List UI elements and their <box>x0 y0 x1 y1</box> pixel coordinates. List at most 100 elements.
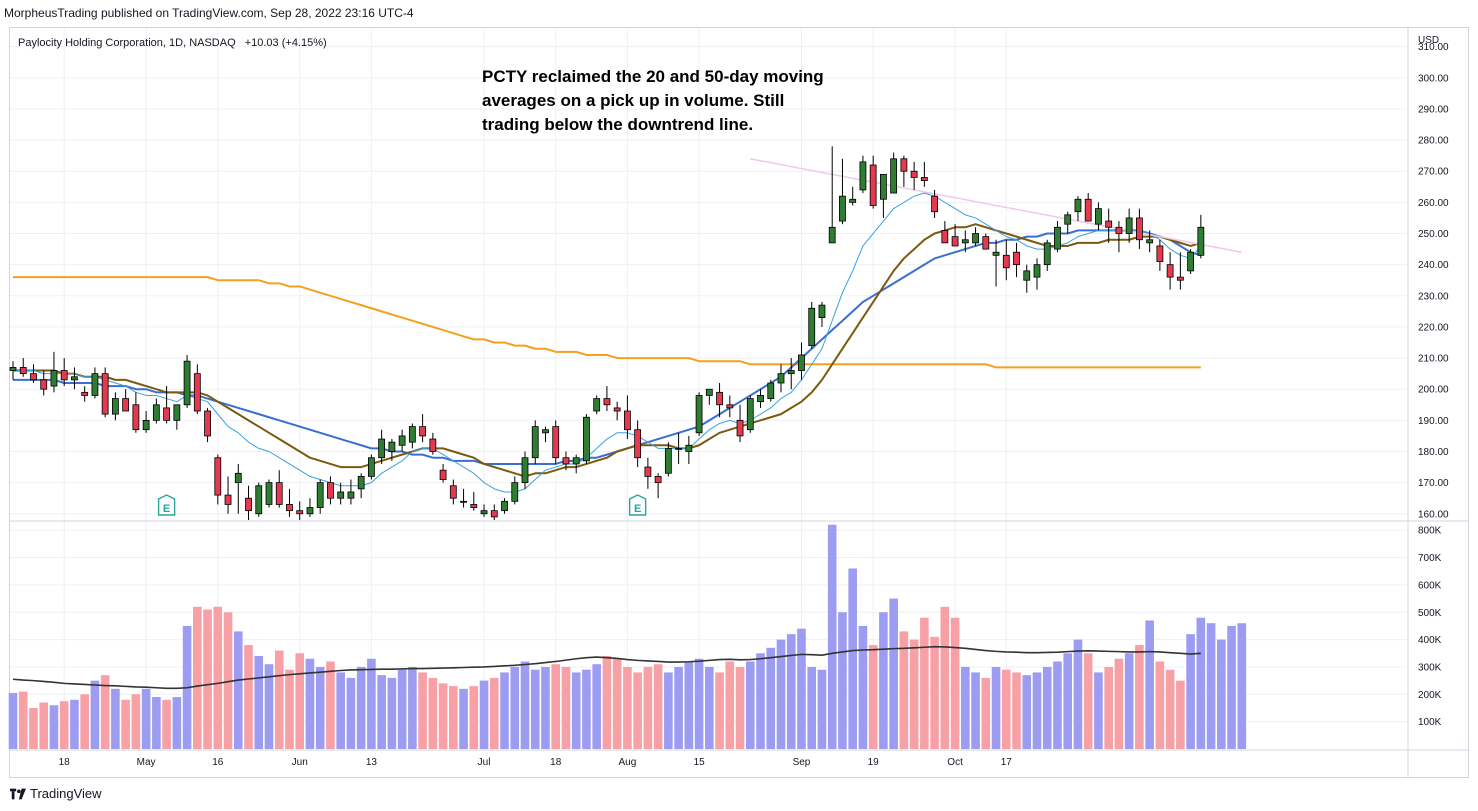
candle-body <box>1197 226 1205 256</box>
price-tick-label: 190.00 <box>1418 416 1449 427</box>
annotation-line-2: averages on a pick up in volume. Still <box>482 91 784 110</box>
volume-bar <box>305 658 315 749</box>
volume-bar <box>213 606 223 749</box>
candle-body <box>920 177 928 181</box>
candle-body <box>1074 198 1082 213</box>
volume-bar <box>520 661 530 749</box>
candle-body <box>757 395 764 403</box>
candle-body <box>716 391 723 406</box>
time-tick-label: 18 <box>550 757 562 768</box>
volume-tick-label: 600K <box>1418 580 1442 591</box>
time-tick-label: 17 <box>1001 757 1013 768</box>
earnings-badge-icon <box>157 494 176 516</box>
volume-bar <box>725 661 735 749</box>
volume-bar <box>346 677 356 749</box>
volume-bar <box>336 672 345 749</box>
volume-bar <box>930 636 939 749</box>
price-tick-label: 260.00 <box>1418 198 1449 209</box>
volume-bar <box>879 612 888 749</box>
candle-body <box>357 476 365 490</box>
price-tick-label: 230.00 <box>1418 291 1449 302</box>
volume-bar <box>500 672 509 749</box>
volume-bar <box>715 672 724 749</box>
volume-bar <box>1114 658 1124 749</box>
candle-body <box>664 447 672 474</box>
candle-body <box>1023 270 1031 281</box>
chart-frame[interactable] <box>9 27 1469 778</box>
volume-bar <box>510 666 520 749</box>
candle-body <box>378 438 386 459</box>
volume-bar <box>602 656 612 749</box>
volume-bar <box>315 666 325 749</box>
volume-bar <box>356 666 366 749</box>
volume-bar <box>162 699 171 749</box>
volume-bar <box>70 699 79 749</box>
volume-bar <box>1155 661 1165 749</box>
volume-bar <box>59 701 69 749</box>
time-tick-label: 19 <box>868 757 880 768</box>
earnings-marker: E <box>157 494 176 516</box>
volume-bar <box>1217 639 1226 749</box>
volume-bar <box>971 672 980 749</box>
candle-body <box>81 391 89 396</box>
candle-body <box>347 491 355 499</box>
price-tick-label: 280.00 <box>1418 136 1449 147</box>
volume-bar <box>889 598 898 749</box>
volume-bar <box>582 669 591 749</box>
price-tick-label: 310.00 <box>1418 42 1449 53</box>
candle-body <box>1043 242 1051 266</box>
volume-bar <box>29 707 38 749</box>
volume-bar <box>991 666 1001 749</box>
candle-body <box>787 370 795 375</box>
volume-bar <box>1012 672 1021 749</box>
ema10-line <box>13 192 1202 493</box>
candle-body <box>900 158 908 172</box>
candle-body <box>71 376 78 381</box>
volume-bar <box>530 669 540 749</box>
time-tick-label: Aug <box>619 757 637 768</box>
candle-body <box>1064 214 1072 225</box>
volume-bar <box>1053 661 1062 749</box>
volume-bar <box>827 524 837 749</box>
candle-body <box>798 354 805 371</box>
volume-bar <box>244 645 253 749</box>
volume-bar <box>274 650 284 749</box>
candle-body <box>193 373 201 412</box>
candle-body <box>132 404 140 431</box>
candle-body <box>982 236 990 250</box>
candle-body <box>60 370 68 381</box>
candle-body <box>152 404 160 421</box>
candle-body <box>910 170 918 178</box>
price-tick-label: 220.00 <box>1418 322 1449 333</box>
earnings-label: E <box>163 503 170 515</box>
volume-bar <box>1196 617 1206 749</box>
volume-bar <box>756 653 765 749</box>
volume-bar <box>694 658 704 749</box>
candle-body <box>112 398 119 415</box>
volume-bar <box>961 666 970 749</box>
candle-body <box>818 304 826 318</box>
time-tick-label: Jun <box>292 757 308 768</box>
price-tick-label: 270.00 <box>1418 167 1449 178</box>
volume-bar <box>397 669 407 749</box>
candle-body <box>19 367 27 375</box>
volume-bar <box>868 645 878 749</box>
candle-body <box>613 407 621 412</box>
candle-body <box>173 404 181 421</box>
price-tick-label: 200.00 <box>1418 385 1449 396</box>
volume-bar <box>1145 620 1154 749</box>
candle-body <box>1033 264 1041 278</box>
volume-bar <box>817 669 827 749</box>
volume-bar <box>643 666 653 749</box>
volume-bar <box>909 639 919 749</box>
chart-annotation: PCTY reclaimed the 20 and 50-day moving … <box>482 67 824 134</box>
volume-bar <box>807 666 817 749</box>
volume-bar <box>39 702 49 749</box>
volume-bar <box>745 661 755 749</box>
volume-bar <box>735 666 745 749</box>
candle-body <box>183 360 191 406</box>
volume-bar <box>489 677 499 749</box>
volume-bar <box>100 675 110 749</box>
